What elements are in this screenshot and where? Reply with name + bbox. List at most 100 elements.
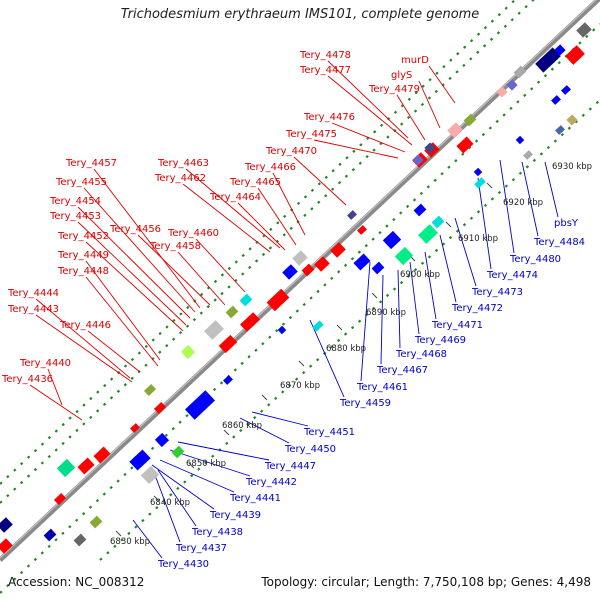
reverse-leader-lines (132, 159, 559, 559)
feature-fwd-block (456, 136, 474, 154)
feature-rev-arrow (473, 167, 483, 177)
leader-line-tery-4447 (177, 441, 270, 461)
leader-line-tery-4462 (182, 183, 271, 253)
scale-label-6830-kbp: 6830 kbp (110, 537, 150, 547)
leader-line-tery-4451 (251, 411, 309, 427)
leader-line-murd (428, 65, 456, 104)
gene-label-murd: murD (401, 55, 429, 66)
gene-label-tery-4442: Tery_4442 (245, 477, 297, 488)
leader-line-tery-4455 (83, 187, 196, 313)
feature-rev-green (171, 445, 185, 459)
leader-line-tery-4456 (137, 234, 211, 306)
outer-dotted-track (0, 23, 600, 594)
leader-line-tery-4452 (85, 241, 184, 332)
feature-rev-blue (129, 449, 151, 471)
gene-label-tery-4463: Tery_4463 (157, 158, 209, 169)
leader-line-tery-4475 (313, 139, 399, 159)
gene-label-tery-4468: Tery_4468 (395, 349, 447, 360)
gene-label-pbsy: pbsY (554, 218, 579, 229)
feature-rev-arrow (515, 135, 525, 145)
feature-rev-arrow (277, 325, 287, 335)
feature-fwd-olive (225, 305, 239, 319)
scale-label-6850-kbp: 6850 kbp (186, 459, 226, 469)
feature-fwd-dark (347, 210, 357, 220)
feature-rev-gray (140, 465, 160, 485)
feature-fwd-block (77, 457, 95, 475)
leader-line-tery-4453 (77, 221, 187, 326)
gene-label-tery-4469: Tery_4469 (414, 335, 466, 346)
gene-label-tery-4430: Tery_4430 (157, 559, 209, 570)
reverse-dotted-track (99, 99, 600, 561)
gene-label-tery-4460: Tery_4460 (167, 228, 219, 239)
gene-label-tery-4450: Tery_4450 (284, 444, 336, 455)
feature-rev-olive (89, 515, 103, 529)
feature-rev-steel (555, 125, 565, 135)
feature-fwd-darkgray (576, 22, 592, 38)
gene-label-tery-4452: Tery_4452 (57, 231, 109, 242)
feature-fwd-block (240, 312, 260, 332)
scale-label-6910-kbp: 6910 kbp (458, 234, 498, 244)
feature-fwd-block (0, 538, 13, 554)
leader-line-tery-4470 (293, 156, 347, 206)
scale-label-6900-kbp: 6900 kbp (400, 270, 440, 280)
gene-label-tery-4474: Tery_4474 (486, 270, 538, 281)
feature-rev-gray (523, 150, 533, 160)
leader-line-tery-4460 (195, 238, 246, 293)
gene-label-tery-4436: Tery_4436 (1, 374, 53, 385)
feature-fwd-blue (282, 264, 298, 280)
leader-line-glys (418, 80, 441, 129)
gene-label-tery-4453: Tery_4453 (49, 211, 101, 222)
gene-label-tery-4459: Tery_4459 (339, 398, 391, 409)
feature-rev-arrow (551, 95, 561, 105)
leader-line-tery-4443 (35, 314, 133, 383)
leader-line-tery-4469 (409, 261, 420, 335)
feature-fwd-gray (513, 65, 527, 79)
leader-line-tery-4476 (331, 122, 406, 153)
leader-line-tery-4474 (477, 177, 492, 270)
gene-label-tery-4437: Tery_4437 (175, 543, 227, 554)
leader-line-tery-4441 (159, 459, 235, 493)
gene-label-tery-4449: Tery_4449 (57, 250, 109, 261)
leader-line-tery-4464 (237, 202, 286, 251)
gene-label-tery-4441: Tery_4441 (229, 493, 281, 504)
forward-gene-labels: Tery_4478 Tery_4477 murD glyS Tery_4479 Tery_… (1, 50, 429, 385)
gene-label-tery-4455: Tery_4455 (55, 177, 107, 188)
scale-label-6890-kbp: 6890 kbp (366, 308, 406, 318)
gene-features (0, 22, 592, 554)
gene-label-tery-4470: Tery_4470 (265, 146, 317, 157)
feature-fwd-navy (0, 517, 13, 533)
scale-label-6860-kbp: 6860 kbp (222, 421, 262, 431)
leader-line-tery-4479 (396, 94, 426, 141)
gene-label-glys: glyS (391, 70, 412, 81)
gene-label-tery-4477: Tery_4477 (299, 65, 351, 76)
leader-line-tery-4468 (397, 269, 401, 349)
leader-line-pbsy (544, 161, 559, 218)
feature-fwd-cyan-block (56, 458, 76, 478)
leader-line-tery-4461 (360, 261, 371, 382)
gene-label-tery-4440: Tery_4440 (19, 358, 71, 369)
feature-fwd-dark (424, 142, 436, 154)
feature-rev-cyan (312, 320, 324, 332)
feature-fwd-gray (292, 250, 308, 266)
feature-fwd-block (330, 242, 346, 258)
scale-label-6840-kbp: 6840 kbp (150, 498, 190, 508)
accession-label: Accession: NC_008312 (8, 575, 145, 589)
gene-label-tery-4484: Tery_4484 (533, 237, 585, 248)
feature-rev-cyan (431, 215, 445, 229)
gene-label-tery-4457: Tery_4457 (65, 158, 117, 169)
leader-line-tery-4436 (29, 384, 83, 421)
leader-line-tery-4449 (85, 260, 161, 361)
gene-label-tery-4448: Tery_4448 (57, 266, 109, 277)
feature-fwd-pink (447, 122, 463, 138)
leader-line-tery-4450 (239, 417, 290, 444)
feature-rev-blue (371, 261, 385, 275)
feature-fwd-lime (180, 344, 196, 360)
gene-label-tery-4451: Tery_4451 (303, 427, 355, 438)
feature-rev-blue-large (185, 390, 215, 420)
gene-label-tery-4465: Tery_4465 (229, 177, 281, 188)
leader-line-tery-4465 (257, 187, 297, 246)
leader-line-tery-4454 (77, 206, 191, 319)
leader-line-tery-4440 (47, 368, 63, 406)
feature-rev-arrow (223, 375, 233, 385)
